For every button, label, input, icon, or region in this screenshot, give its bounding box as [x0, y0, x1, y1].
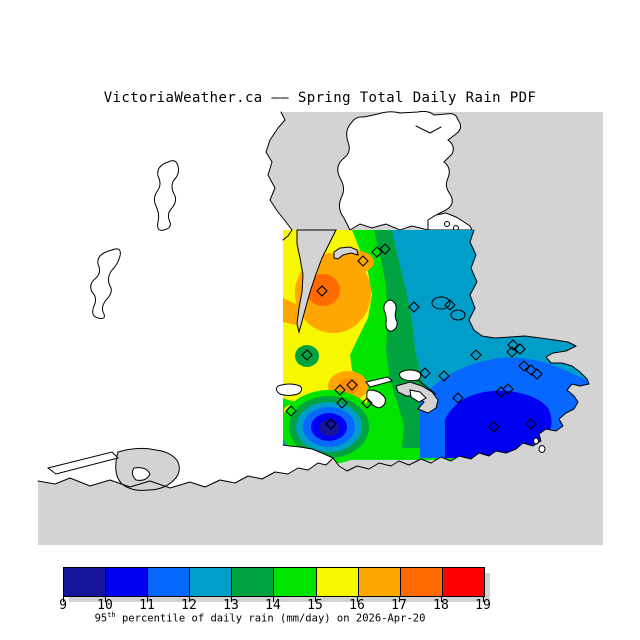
island-bottom-left — [115, 447, 180, 491]
station-diamond-icon — [502, 383, 514, 395]
islet — [444, 221, 450, 227]
station-diamond-icon — [514, 343, 526, 355]
station-diamond-icon — [444, 299, 456, 311]
colorbar-tick-label: 18 — [433, 598, 449, 613]
station-diamond-icon — [371, 246, 383, 258]
colorbar-tick-label: 9 — [59, 598, 67, 613]
coastline-strait — [37, 457, 334, 489]
station-diamond-icon — [531, 368, 543, 380]
station-diamond-icon — [336, 397, 348, 409]
lagoon-spit — [365, 376, 393, 388]
coastline-northwest — [265, 111, 293, 241]
colorbar-tick-label: 10 — [97, 598, 113, 613]
colorbar-segment — [315, 568, 358, 596]
station-diamond-icon — [506, 346, 518, 358]
colorbar-tick — [189, 596, 190, 602]
station-diamond-icon — [507, 339, 519, 351]
colorbar-tick — [315, 596, 316, 602]
colorbar-tick — [231, 596, 232, 602]
station-diamond-icon — [285, 405, 297, 417]
coastline-east-south — [332, 229, 590, 472]
station-diamond-icon — [525, 364, 537, 376]
colorbar-segment — [64, 568, 106, 596]
lake-sooke — [90, 248, 121, 319]
page-title: VictoriaWeather.ca —— Spring Total Daily… — [103, 90, 537, 106]
inlet-finlayson — [296, 229, 337, 334]
harbour-esquimalt — [395, 381, 439, 414]
harbour-peninsula — [409, 389, 427, 403]
colorbar-tick-label: 17 — [391, 598, 407, 613]
colorbar-tick — [483, 596, 484, 602]
caption-rest: percentile of daily rain (mm/day) on 202… — [115, 612, 426, 625]
lake-langford — [275, 383, 303, 396]
colorbar-segment — [357, 568, 400, 596]
station-diamond-icon — [452, 392, 464, 404]
coastline-metchosin — [282, 444, 334, 459]
caption-base: 95 — [94, 612, 108, 625]
station-diamond-icon — [525, 418, 537, 430]
colorbar — [63, 567, 485, 597]
colorbar-tick-label: 16 — [349, 598, 365, 613]
caption-superscript: th — [107, 611, 116, 619]
station-diamond-icon — [325, 418, 337, 430]
land-patch-ne — [427, 212, 473, 231]
colorbar-tick — [63, 596, 64, 602]
station-diamond-icon — [301, 349, 313, 361]
station-diamond-icon — [357, 255, 369, 267]
island-saltspring — [337, 110, 462, 231]
station-diamond-icon — [361, 397, 373, 409]
colorbar-tick-label: 11 — [139, 598, 155, 613]
station-diamond-icon — [379, 243, 391, 255]
inlet-portage — [399, 369, 422, 382]
colorbar-segment — [441, 568, 484, 596]
colorbar-segment — [273, 568, 316, 596]
island-harbour-inlet — [415, 125, 442, 134]
colorbar-segment — [231, 568, 274, 596]
colorbar-tick — [105, 596, 106, 602]
colorbar-tick-label: 15 — [307, 598, 323, 613]
station-diamond-icon — [438, 370, 450, 382]
lake-elk — [383, 299, 398, 332]
lake-shawnigan — [153, 160, 179, 231]
colorbar-tick-label: 14 — [265, 598, 281, 613]
colorbar-tick-label: 19 — [475, 598, 491, 613]
station-diamond-icon — [488, 421, 500, 433]
inlet-tod — [333, 246, 359, 260]
spit — [46, 451, 119, 475]
station-diamond-icon — [408, 301, 420, 313]
station-markers — [285, 243, 543, 433]
colorbar-caption: 95th percentile of daily rain (mm/day) o… — [0, 611, 520, 625]
island-lagoon — [131, 467, 151, 481]
pond-outline — [450, 309, 466, 321]
station-diamond-icon — [419, 367, 431, 379]
pond-outline — [431, 296, 451, 310]
gorge-waterway — [417, 379, 437, 395]
station-diamond-icon — [316, 285, 328, 297]
colorbar-tick — [357, 596, 358, 602]
colorbar-tick-label: 13 — [223, 598, 239, 613]
colorbar-tick — [399, 596, 400, 602]
colorbar-segment — [147, 568, 190, 596]
station-diamond-icon — [334, 384, 346, 396]
colorbar-segment — [105, 568, 148, 596]
colorbar-tick — [441, 596, 442, 602]
colorbar-tick — [147, 596, 148, 602]
station-diamond-icon — [346, 379, 358, 391]
islet-trial — [538, 445, 546, 453]
colorbar-tick-label: 12 — [181, 598, 197, 613]
station-diamond-icon — [470, 349, 482, 361]
station-diamond-icon — [518, 360, 530, 372]
colorbar-segment — [189, 568, 232, 596]
colorbar-tick — [273, 596, 274, 602]
colorbar-segment — [399, 568, 442, 596]
